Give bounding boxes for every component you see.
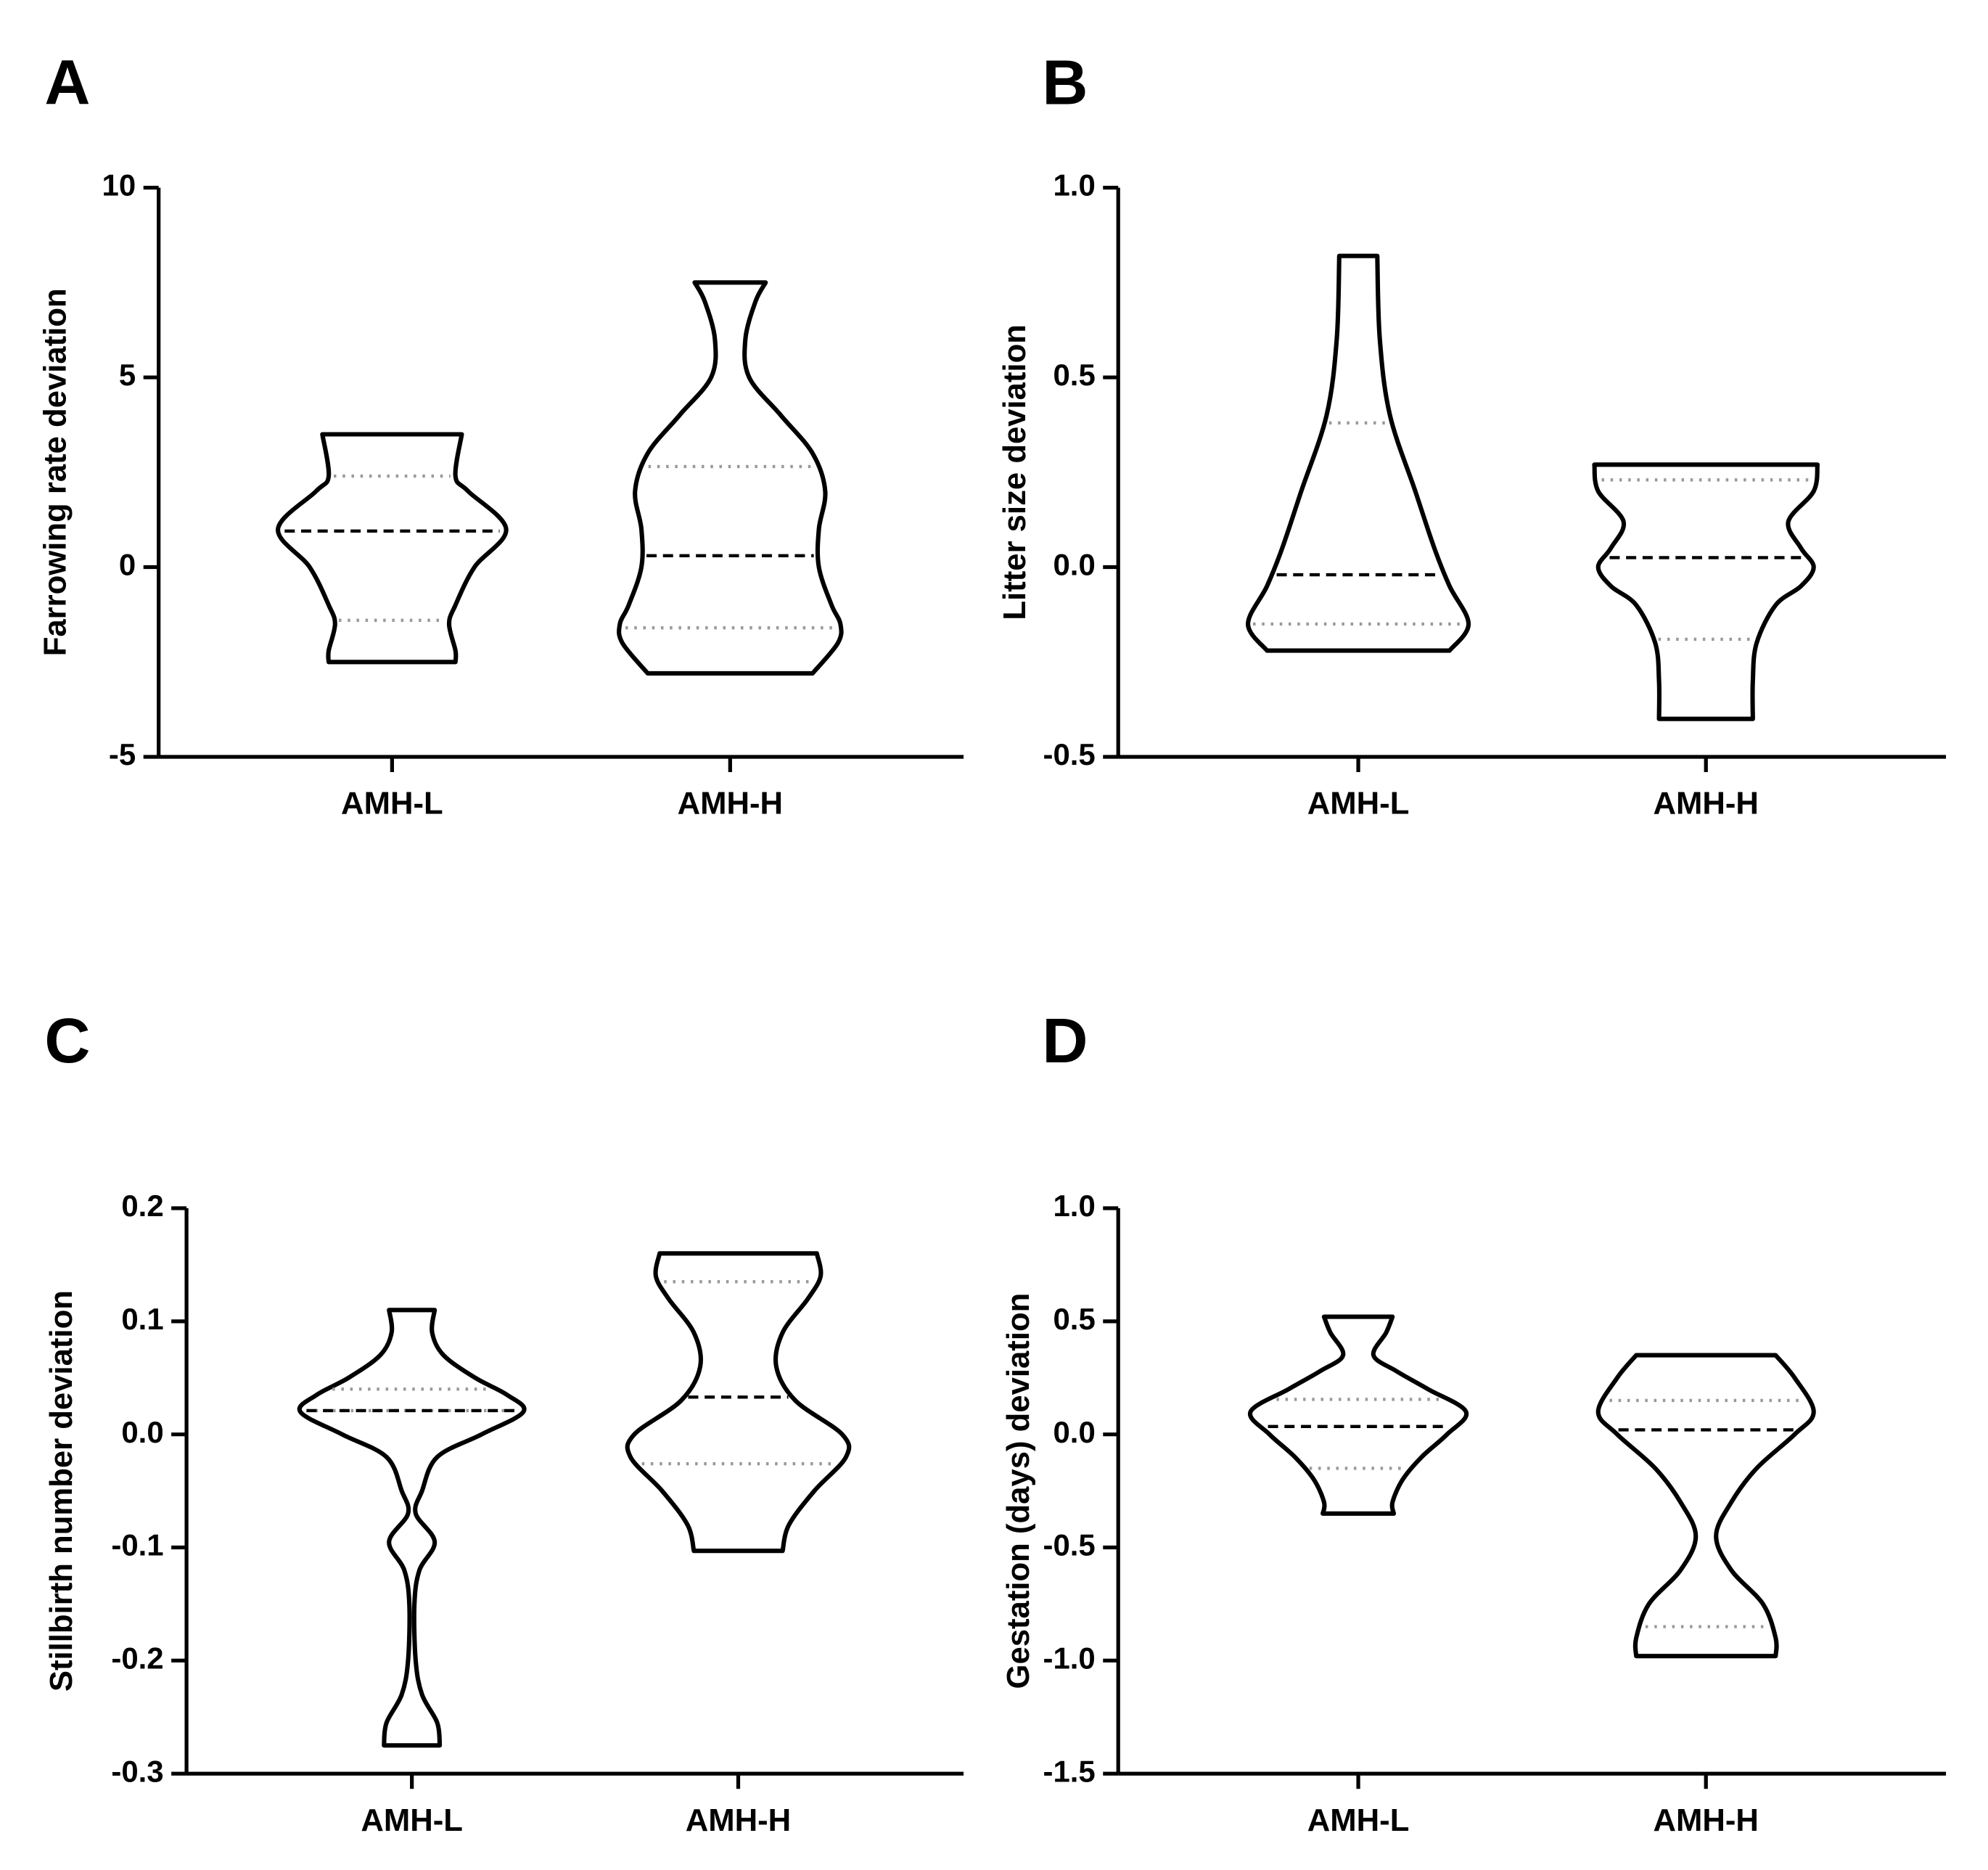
panel-label: B bbox=[1042, 46, 1088, 118]
y-tick-label: 0.0 bbox=[1053, 548, 1095, 582]
violin-outline bbox=[1592, 462, 1820, 721]
y-axis-label: Gestation (days) deviation bbox=[1001, 1293, 1036, 1689]
violin-outline bbox=[617, 280, 844, 676]
violin-outline bbox=[276, 432, 509, 665]
x-tick-label: AMH-H bbox=[678, 786, 784, 821]
y-tick-label: 0.0 bbox=[1053, 1415, 1095, 1449]
violin-outline bbox=[1247, 1314, 1469, 1516]
panel-label: C bbox=[44, 1005, 90, 1076]
y-tick-label: 0.1 bbox=[121, 1302, 163, 1336]
x-tick-label: AMH-L bbox=[361, 1803, 463, 1838]
violin-outline bbox=[1246, 253, 1471, 653]
y-tick-label: -1.0 bbox=[1043, 1641, 1096, 1675]
x-tick-label: AMH-H bbox=[1653, 1803, 1759, 1838]
y-tick-label: 1.0 bbox=[1053, 168, 1095, 202]
y-tick-label: -5 bbox=[109, 737, 136, 771]
y-tick-label: 0 bbox=[119, 548, 136, 582]
panel-label: D bbox=[1042, 1005, 1088, 1076]
violin-outline bbox=[1595, 1353, 1816, 1659]
y-tick-label: -0.2 bbox=[111, 1641, 163, 1675]
y-tick-label: -0.3 bbox=[111, 1754, 163, 1788]
y-tick-label: 0.5 bbox=[1053, 358, 1095, 392]
y-tick-label: 0.0 bbox=[121, 1415, 163, 1449]
y-tick-label: -0.1 bbox=[111, 1528, 163, 1562]
x-tick-label: AMH-H bbox=[1653, 786, 1759, 821]
y-axis-label: Litter size deviation bbox=[997, 324, 1032, 620]
x-tick-label: AMH-L bbox=[1307, 786, 1410, 821]
y-tick-label: 0.5 bbox=[1053, 1302, 1095, 1336]
x-tick-label: AMH-H bbox=[686, 1803, 792, 1838]
y-axis-label: Farrowing rate deviation bbox=[37, 288, 73, 656]
violin-outline bbox=[625, 1251, 852, 1554]
y-tick-label: -1.5 bbox=[1043, 1754, 1096, 1788]
violin-outline bbox=[297, 1308, 527, 1748]
panel-label: A bbox=[44, 46, 90, 118]
y-tick-label: 10 bbox=[102, 168, 136, 202]
y-axis-label: Stillbirth number deviation bbox=[44, 1290, 79, 1691]
y-tick-label: -0.5 bbox=[1043, 1528, 1096, 1562]
y-tick-label: 1.0 bbox=[1053, 1189, 1095, 1223]
x-tick-label: AMH-L bbox=[341, 786, 443, 821]
x-tick-label: AMH-L bbox=[1307, 1803, 1410, 1838]
y-tick-label: -0.5 bbox=[1043, 737, 1096, 771]
y-tick-label: 5 bbox=[119, 358, 136, 392]
y-tick-label: 0.2 bbox=[121, 1189, 163, 1223]
